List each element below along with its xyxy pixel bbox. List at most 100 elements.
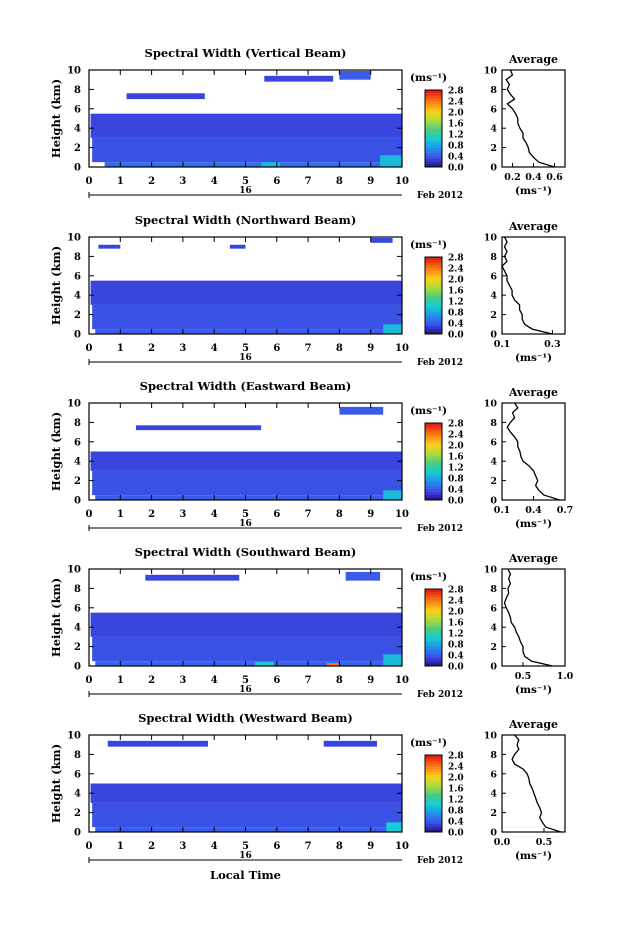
colorbar-step [425,497,442,501]
x-tick-label: 8 [336,841,343,852]
panel-title: Spectral Width (Vertical Beam) [145,46,347,60]
y-tick-label: 6 [74,437,81,448]
y-tick-label: 2 [74,476,81,487]
colorbar-step [425,627,442,631]
average-title: Average [508,53,558,66]
average-y-tick-label: 4 [490,789,497,800]
x-tick-label: 6 [273,509,280,520]
colorbar-step [425,826,442,830]
heatmap-cell [264,75,334,82]
average-plot: Average 0 2 4 6 8 10 0.0 0.5 (ms⁻¹) [484,718,566,862]
heatmap-cell [90,612,402,637]
colorbar-step [425,145,442,149]
average-profile-line [511,734,562,833]
colorbar-step [425,635,442,639]
heatmap-cell [339,406,384,415]
colorbar [424,89,443,168]
colorbar-step [425,633,442,637]
colorbar-step [425,301,442,305]
colorbar-step [425,303,442,307]
colorbar-step [425,597,442,601]
x-tick-label: 9 [367,176,374,187]
colorbar-tick-label: 0.8 [448,142,464,152]
colorbar-step [425,638,442,642]
x-tick-label: 6 [273,176,280,187]
average-title: Average [508,220,558,233]
colorbar-frame [424,588,443,667]
colorbar-step [425,821,442,825]
date-day: 16 [239,186,252,196]
colorbar-step [425,90,442,94]
heatmap-cell [383,654,402,666]
heatmap-cell [90,783,402,803]
colorbar-step [425,164,442,168]
heatmap-cell [229,244,246,249]
heatmap-cell [383,324,402,334]
colorbar-tick-label: 2.4 [448,98,464,108]
colorbar-tick-label: 0.4 [448,652,464,662]
colorbar-step [425,766,442,770]
heatmap-cells [90,571,402,666]
colorbar-step [425,101,442,105]
colorbar [424,422,443,501]
date-label: Feb 2012 [417,856,463,866]
y-tick-label: 4 [74,124,81,135]
colorbar-step [425,810,442,814]
heatmap-cells [90,237,402,334]
x-tick-label: 0 [86,675,93,686]
colorbar-step [425,655,442,659]
average-y-tick-label: 0 [490,330,497,341]
colorbar-step [425,818,442,822]
x-tick-label: 2 [148,509,155,520]
x-tick-label: 9 [367,675,374,686]
colorbar-step [425,279,442,283]
colorbar-step [425,624,442,628]
x-tick-label: 5 [242,841,249,852]
x-tick-label: 0 [86,176,93,187]
colorbar-step [425,619,442,623]
x-tick-label: 10 [395,176,409,187]
average-plot: Average 0 2 4 6 8 10 0.1 0.4 0.7 (ms⁻¹) [484,386,574,530]
average-y-tick-label: 0 [490,828,497,839]
colorbar-step [425,589,442,593]
average-profile-line [501,236,553,335]
heatmap-cell [90,280,402,305]
colorbar-step [425,109,442,113]
colorbar-step [425,450,442,454]
colorbar-step [425,755,442,759]
heatmap-cell [145,574,240,581]
x-tick-label: 1 [117,176,124,187]
colorbar [424,588,443,667]
average-y-tick-label: 10 [484,66,498,77]
colorbar-step [425,793,442,797]
average-frame [501,734,566,833]
colorbar-step [425,268,442,272]
colorbar-step [425,439,442,443]
colorbar-tick-label: 2.4 [448,265,464,275]
average-frame [501,568,566,667]
x-tick-label: 2 [148,841,155,852]
colorbar-step [425,106,442,110]
colorbar-tick-label: 1.2 [448,796,464,806]
average-x-tick-label: 0.0 [494,837,511,848]
colorbar-step [425,790,442,794]
heatmap-cells [90,70,403,167]
y-tick-label: 8 [74,252,81,263]
colorbar-frame [424,89,443,168]
colorbar [424,256,443,335]
colorbar-tick-label: 0.4 [448,320,464,330]
heatmap-cell [104,162,403,167]
colorbar-step [425,136,442,140]
average-y-tick-label: 8 [490,584,497,595]
x-tick-label: 3 [179,509,186,520]
colorbar-step [425,475,442,479]
colorbar-step [425,630,442,634]
colorbar-step [425,489,442,493]
colorbar-step [425,125,442,129]
colorbar-step [425,425,442,429]
colorbar-step [425,312,442,316]
colorbar-step [425,257,442,261]
colorbar-step [425,434,442,438]
x-tick-label: 1 [117,675,124,686]
colorbar-step [425,486,442,490]
